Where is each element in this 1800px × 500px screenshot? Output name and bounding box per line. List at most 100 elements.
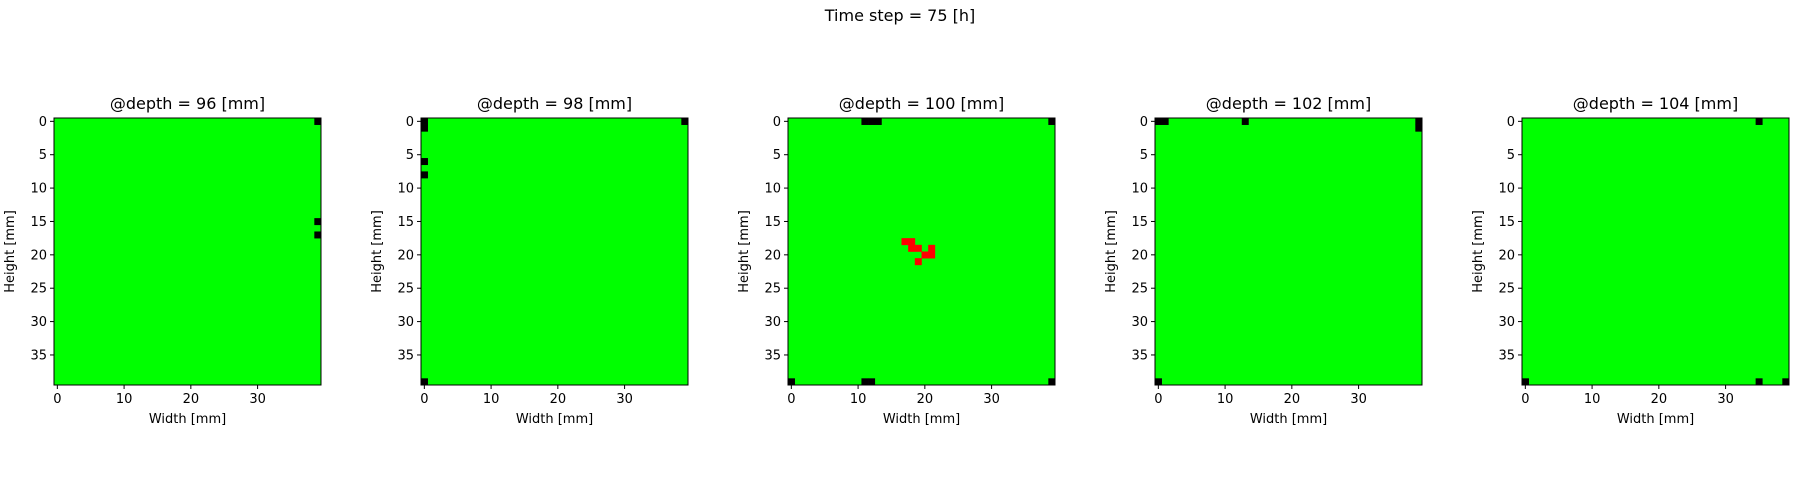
black-cell <box>314 218 322 226</box>
y-tick-label: 30 <box>30 315 47 330</box>
x-tick-label: 30 <box>1717 392 1734 407</box>
y-tick-label: 5 <box>773 148 781 163</box>
panel-title: @depth = 100 [mm] <box>839 94 1004 113</box>
x-tick-label: 0 <box>420 392 428 407</box>
axes-frame <box>420 117 689 386</box>
y-tick-label: 15 <box>764 215 781 230</box>
black-cell <box>421 118 428 125</box>
heatmap-panel-1: @depth = 96 [mm] 0 10 20 30 0 5 10 15 20 25 30 35 Wid… <box>3 94 322 427</box>
y-tick-label: 5 <box>39 148 47 163</box>
black-cell <box>868 118 876 125</box>
heatmap-background <box>421 118 688 385</box>
red-cell <box>908 244 916 252</box>
black-cell <box>1155 118 1162 125</box>
axes-frame <box>1521 117 1790 386</box>
y-tick-label: 10 <box>1498 182 1515 197</box>
y-tick-label: 10 <box>1131 182 1148 197</box>
y-axis-label: Height [mm] <box>370 210 385 293</box>
y-tick-label: 0 <box>406 115 414 130</box>
axes-frame <box>53 117 322 386</box>
y-tick-label: 35 <box>397 348 414 363</box>
x-axis-label: Width [mm] <box>1250 412 1327 427</box>
y-tick-label: 20 <box>30 248 47 263</box>
y-tick-label: 35 <box>1498 348 1515 363</box>
heatmap-panel-3: @depth = 100 [mm] 0 10 20 30 0 5 10 15 20 25 30 35 Wi… <box>737 94 1056 427</box>
x-tick-label: 20 <box>550 392 567 407</box>
y-tick-label: 25 <box>397 282 414 297</box>
y-tick-label: 0 <box>1507 115 1515 130</box>
y-axis-label: Height [mm] <box>1104 210 1119 293</box>
y-tick-label: 20 <box>1131 248 1148 263</box>
x-axis-label: Width [mm] <box>1617 412 1694 427</box>
black-cell <box>1241 118 1249 125</box>
x-tick-label: 30 <box>983 392 1000 407</box>
y-tick-label: 25 <box>1498 282 1515 297</box>
x-axis-label: Width [mm] <box>516 412 593 427</box>
black-cell <box>421 124 428 132</box>
heatmap-panel-5: @depth = 104 [mm] 0 10 20 30 0 5 10 15 20 25 30 35 Wi… <box>1471 94 1790 427</box>
y-tick-label: 15 <box>30 215 47 230</box>
x-axis-label: Width [mm] <box>883 412 960 427</box>
black-cell <box>1782 378 1790 386</box>
x-tick-label: 10 <box>1217 392 1234 407</box>
y-tick-label: 5 <box>1140 148 1148 163</box>
x-tick-label: 10 <box>850 392 867 407</box>
panel-title: @depth = 96 [mm] <box>110 94 265 113</box>
y-tick-label: 10 <box>30 182 47 197</box>
x-tick-label: 10 <box>116 392 133 407</box>
black-cell <box>421 158 428 166</box>
y-tick-label: 20 <box>397 248 414 263</box>
y-tick-label: 35 <box>1131 348 1148 363</box>
y-tick-label: 5 <box>406 148 414 163</box>
y-tick-label: 15 <box>1131 215 1148 230</box>
panel-title: @depth = 98 [mm] <box>477 94 632 113</box>
red-cell <box>928 244 936 252</box>
black-cell <box>1522 378 1529 386</box>
y-axis-label: Height [mm] <box>737 210 752 293</box>
y-tick-label: 15 <box>397 215 414 230</box>
black-cell <box>681 118 689 125</box>
axes-frame <box>1154 117 1423 386</box>
black-cell <box>1415 124 1423 132</box>
x-tick-label: 20 <box>183 392 200 407</box>
x-tick-label: 20 <box>1284 392 1301 407</box>
black-cell <box>788 378 795 386</box>
heatmap-background <box>54 118 321 385</box>
black-cell <box>421 171 428 179</box>
red-cell <box>914 244 922 252</box>
black-cell <box>1155 378 1162 386</box>
y-tick-label: 25 <box>30 282 47 297</box>
heatmap-background <box>1155 118 1422 385</box>
black-cell <box>421 378 428 386</box>
y-tick-label: 20 <box>1498 248 1515 263</box>
x-tick-label: 30 <box>1350 392 1367 407</box>
x-tick-label: 0 <box>1154 392 1162 407</box>
y-tick-label: 35 <box>764 348 781 363</box>
y-tick-label: 0 <box>39 115 47 130</box>
heatmap-panel-2: @depth = 98 [mm] 0 10 20 30 0 5 10 15 20 25 30 35 Wid… <box>370 94 689 427</box>
y-tick-label: 10 <box>397 182 414 197</box>
y-tick-label: 15 <box>1498 215 1515 230</box>
black-cell <box>1755 378 1763 386</box>
axes-frame <box>787 117 1056 386</box>
x-axis-label: Width [mm] <box>149 412 226 427</box>
black-cell <box>861 118 869 125</box>
y-axis-label: Height [mm] <box>1471 210 1486 293</box>
panel-title: @depth = 104 [mm] <box>1573 94 1738 113</box>
black-cell <box>314 118 322 125</box>
x-tick-label: 20 <box>917 392 934 407</box>
x-tick-label: 10 <box>483 392 500 407</box>
red-cell <box>901 238 909 246</box>
red-cell <box>921 251 929 259</box>
x-tick-label: 0 <box>787 392 795 407</box>
black-cell <box>1161 118 1169 125</box>
x-tick-label: 20 <box>1651 392 1668 407</box>
black-cell <box>868 378 876 386</box>
black-cell <box>1415 118 1423 125</box>
y-tick-label: 25 <box>764 282 781 297</box>
y-tick-label: 10 <box>764 182 781 197</box>
black-cell <box>1755 118 1763 125</box>
x-tick-label: 30 <box>249 392 266 407</box>
y-axis-label: Height [mm] <box>3 210 18 293</box>
